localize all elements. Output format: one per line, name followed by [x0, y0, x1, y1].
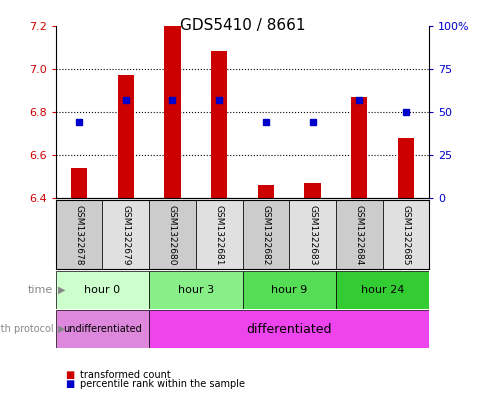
Text: GSM1322683: GSM1322683 [307, 205, 317, 265]
Bar [304, 183, 320, 198]
Text: time: time [28, 285, 53, 295]
Bar [56, 200, 102, 269]
Bar [149, 200, 196, 269]
Text: ■: ■ [65, 369, 75, 380]
Text: differentiated: differentiated [246, 323, 331, 336]
Bar [196, 200, 242, 269]
Bar [288, 200, 335, 269]
Bar [71, 168, 87, 198]
Text: GSM1322678: GSM1322678 [75, 205, 83, 265]
Bar [56, 271, 149, 309]
Text: GSM1322679: GSM1322679 [121, 205, 130, 265]
Bar [102, 200, 149, 269]
Bar [350, 97, 366, 198]
Bar [149, 310, 428, 348]
Text: transformed count: transformed count [80, 369, 170, 380]
Text: hour 0: hour 0 [84, 285, 120, 295]
Text: ■: ■ [65, 379, 75, 389]
Text: hour 24: hour 24 [360, 285, 403, 295]
Text: hour 3: hour 3 [178, 285, 213, 295]
Bar [149, 271, 242, 309]
Bar [164, 26, 180, 198]
Bar [335, 271, 428, 309]
Bar [257, 185, 273, 198]
Text: GSM1322685: GSM1322685 [401, 205, 409, 265]
Text: undifferentiated: undifferentiated [63, 324, 141, 334]
Bar [211, 51, 227, 198]
Text: GSM1322684: GSM1322684 [354, 205, 363, 265]
Text: hour 9: hour 9 [271, 285, 307, 295]
Text: GSM1322681: GSM1322681 [214, 205, 223, 265]
Text: GSM1322680: GSM1322680 [167, 205, 177, 265]
Text: GDS5410 / 8661: GDS5410 / 8661 [180, 18, 304, 33]
Bar [242, 271, 335, 309]
Bar [242, 200, 288, 269]
Bar [335, 200, 382, 269]
Bar [397, 138, 413, 198]
Text: ▶: ▶ [58, 285, 65, 295]
Text: percentile rank within the sample: percentile rank within the sample [80, 379, 244, 389]
Bar [118, 75, 134, 198]
Text: GSM1322682: GSM1322682 [261, 205, 270, 265]
Bar [56, 310, 149, 348]
Bar [382, 200, 428, 269]
Text: growth protocol: growth protocol [0, 324, 53, 334]
Text: ▶: ▶ [58, 324, 65, 334]
